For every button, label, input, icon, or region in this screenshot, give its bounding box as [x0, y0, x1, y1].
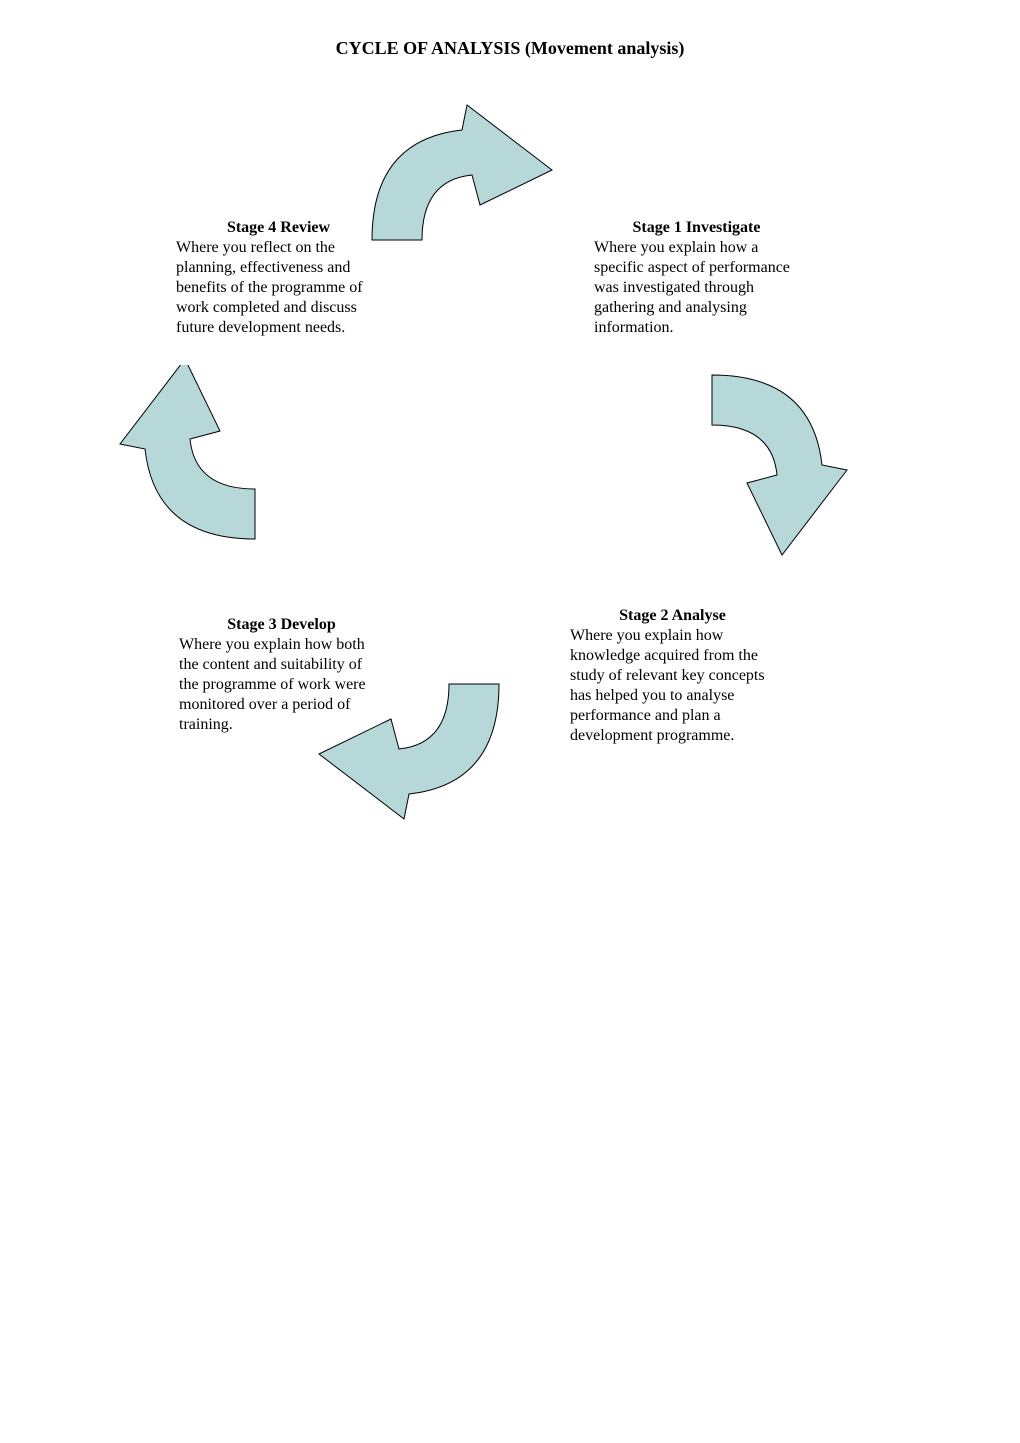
- stage-4-body: Where you reflect on the planning, effec…: [176, 238, 381, 338]
- stage-3-body: Where you explain how both the content a…: [179, 635, 384, 735]
- page-title: CYCLE OF ANALYSIS (Movement analysis): [0, 38, 1020, 59]
- arrow-top: [352, 100, 572, 280]
- stage-4-block: Stage 4 Review Where you reflect on the …: [176, 218, 381, 338]
- stage-3-heading: Stage 3 Develop: [179, 615, 384, 635]
- arrow-left: [115, 365, 310, 560]
- stage-2-heading: Stage 2 Analyse: [570, 606, 775, 626]
- arrow-right: [645, 368, 865, 563]
- stage-4-heading: Stage 4 Review: [176, 218, 381, 238]
- stage-2-body: Where you explain how knowledge acquired…: [570, 626, 775, 746]
- stage-2-block: Stage 2 Analyse Where you explain how kn…: [570, 606, 775, 746]
- stage-1-body: Where you explain how a specific aspect …: [594, 238, 799, 338]
- stage-1-block: Stage 1 Investigate Where you explain ho…: [594, 218, 799, 338]
- stage-3-block: Stage 3 Develop Where you explain how bo…: [179, 615, 384, 735]
- stage-1-heading: Stage 1 Investigate: [594, 218, 799, 238]
